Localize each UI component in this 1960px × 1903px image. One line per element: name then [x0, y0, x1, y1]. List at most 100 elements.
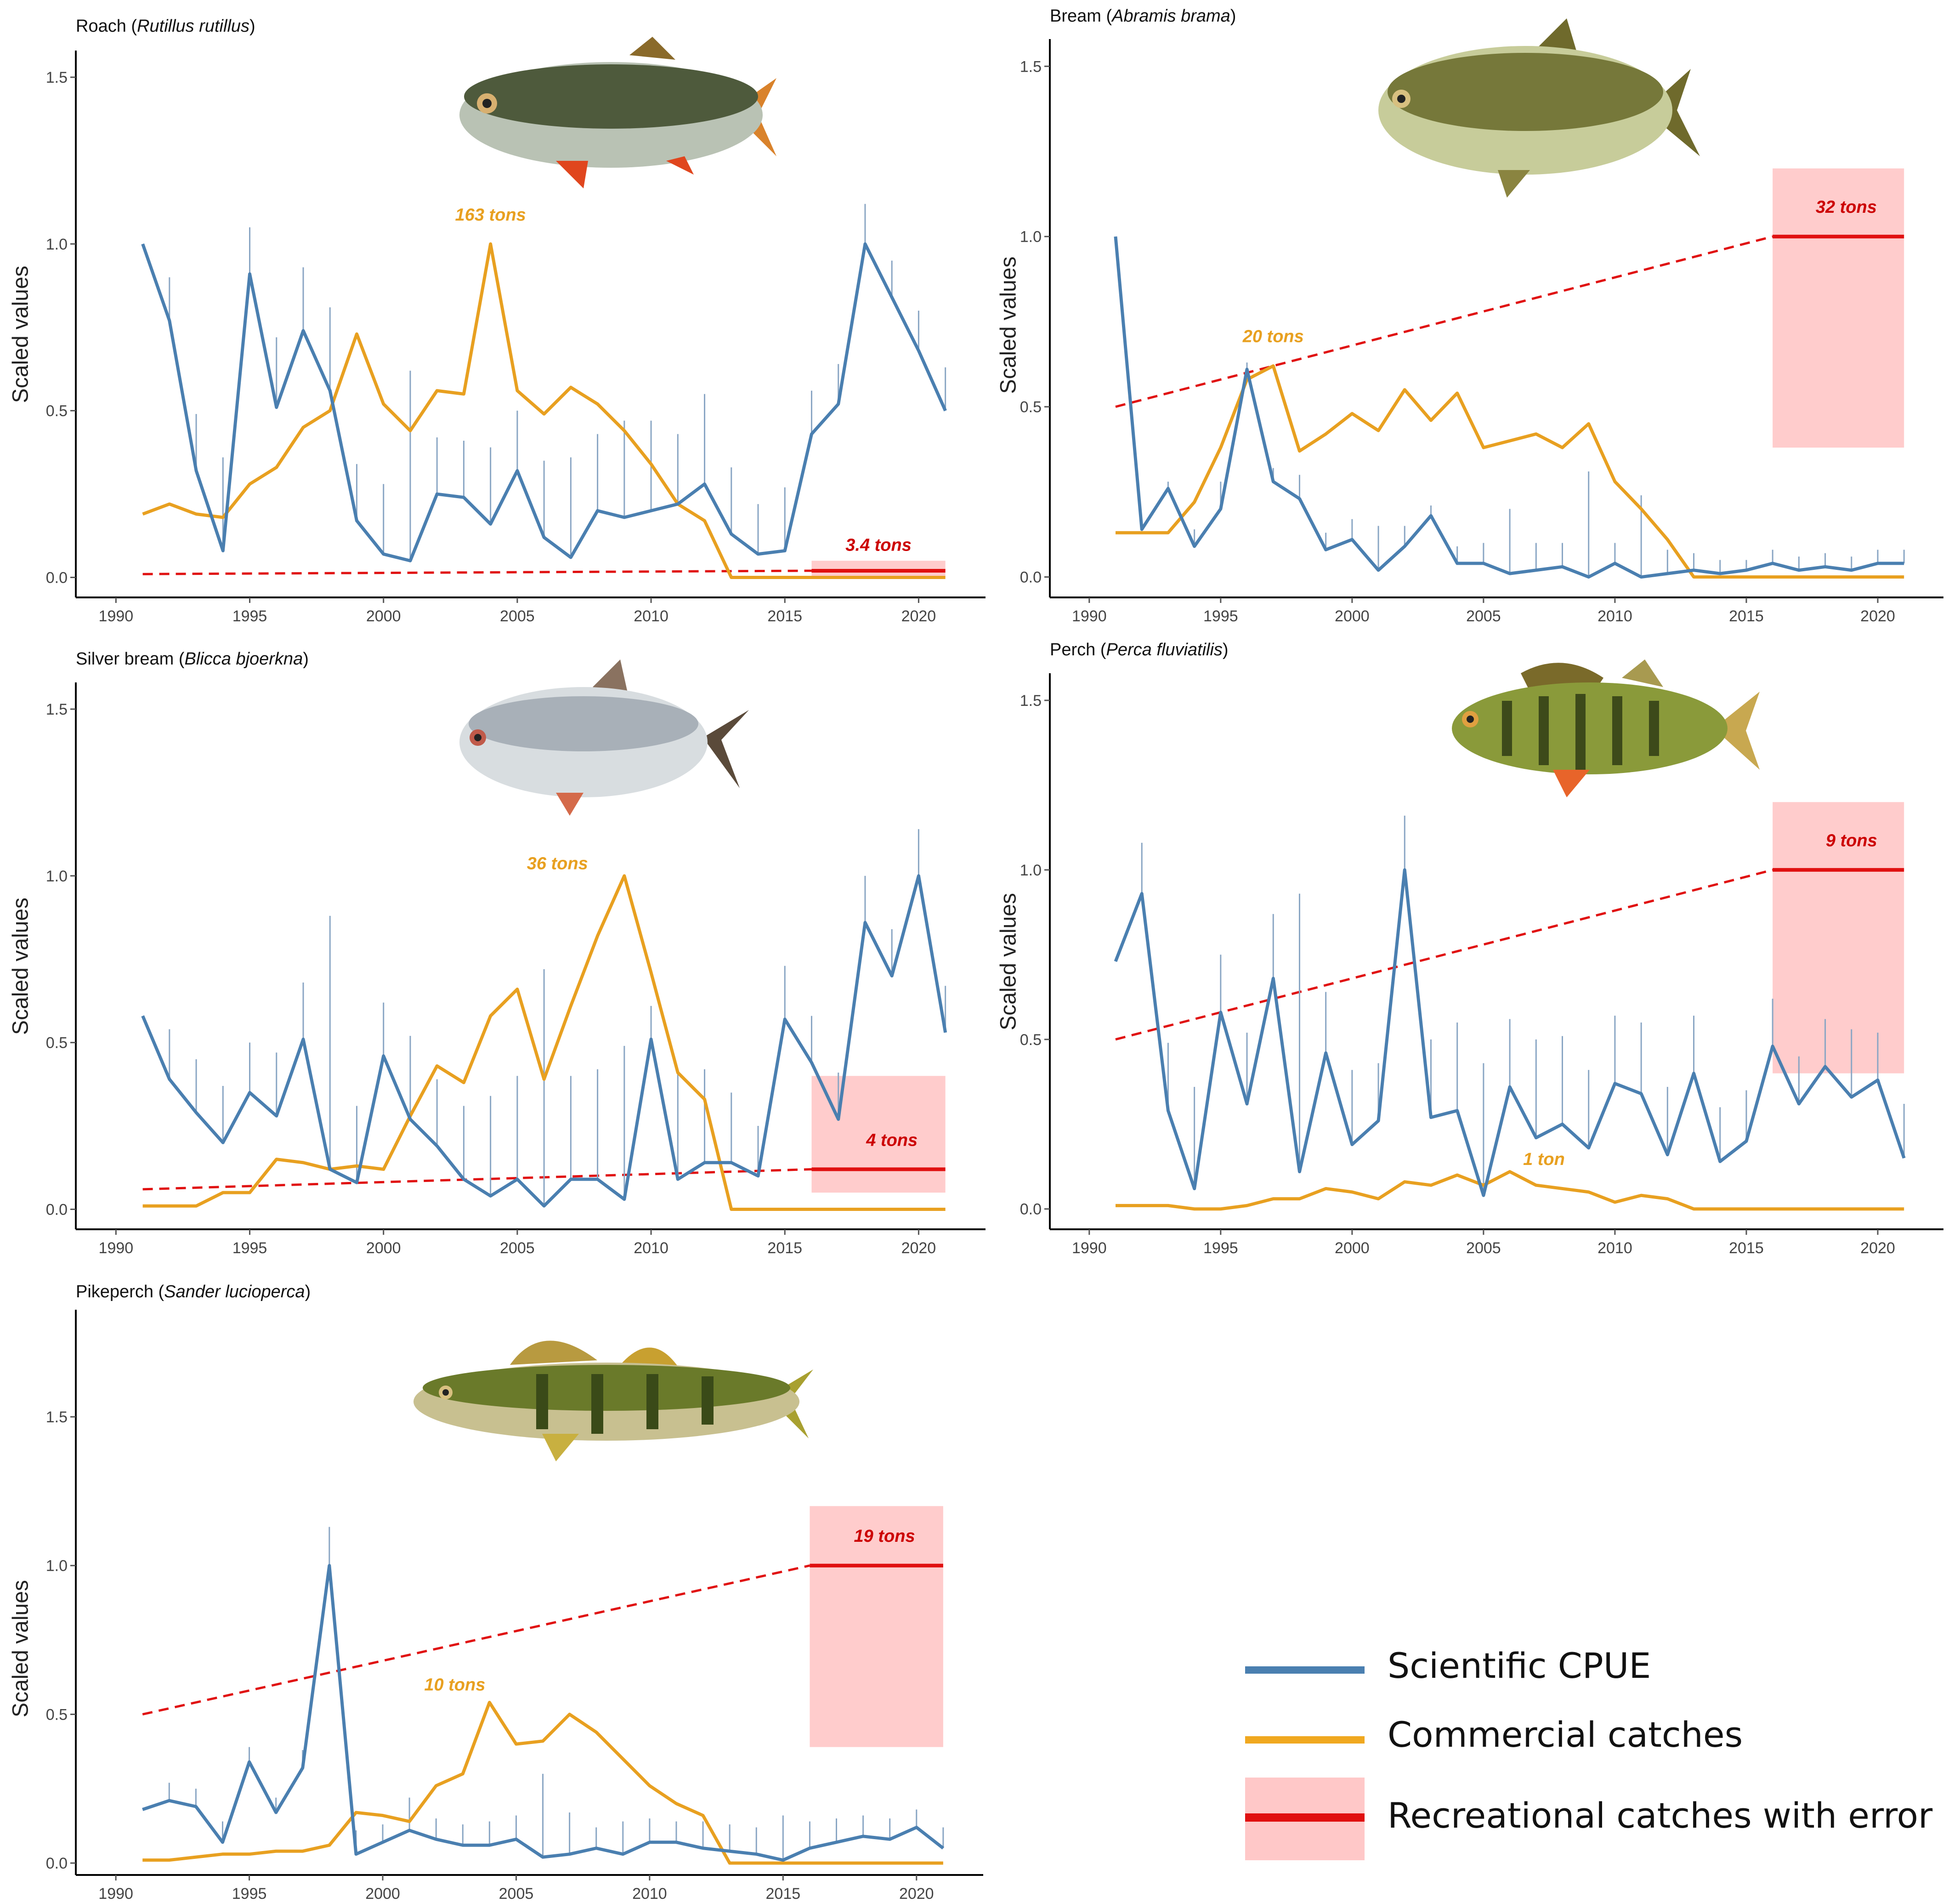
- annotation-recreational: 19 tons: [854, 1527, 915, 1546]
- legend-key-recreational-line: [1245, 1813, 1365, 1822]
- annotation-commercial: 163 tons: [455, 205, 526, 225]
- scientific-name: Perca fluviatilis: [1106, 640, 1223, 659]
- x-tick-label: 2020: [901, 1239, 936, 1257]
- common-name: Roach: [76, 17, 126, 36]
- panel-pikeperch: Pikeperch (Sander lucioperca) Scaled val…: [0, 1268, 992, 1903]
- x-tick-label: 2020: [1860, 1239, 1895, 1257]
- recreational-trend-line: [1115, 869, 1773, 1041]
- x-tick-label: 2000: [1335, 608, 1370, 625]
- y-tick-label: 1.0: [46, 236, 68, 253]
- plot-area: 0.0 0.5 1.0 1.5 1990 1995 2000 2005 2010 2015 2020…: [46, 51, 986, 625]
- x-tick-label: 2020: [901, 608, 936, 625]
- pikeperch-illustration: [414, 1341, 813, 1461]
- x-tick-label: 1995: [232, 608, 267, 625]
- x-tick-label: 1995: [232, 1239, 267, 1257]
- x-tick-label: 1990: [1072, 608, 1107, 625]
- scientific-name: Rutillus rutillus: [137, 17, 250, 36]
- common-name: Perch: [1050, 640, 1096, 659]
- x-tick-label: 1990: [98, 1885, 133, 1903]
- legend-label: Recreational catches with error: [1388, 1795, 1933, 1836]
- recreational-error-band: [1773, 168, 1904, 448]
- recreational-trend-line: [1115, 235, 1773, 408]
- x-tick-label: 2005: [1466, 1239, 1501, 1257]
- x-tick-label: 1990: [1072, 1239, 1107, 1257]
- commercial-catches-line: [1116, 364, 1904, 579]
- common-name: Silver bream: [76, 649, 174, 669]
- annotation-commercial: 1 ton: [1523, 1150, 1565, 1169]
- y-tick-label: 0.0: [46, 569, 68, 586]
- x-tick-label: 2000: [365, 1885, 400, 1903]
- annotation-recreational: 4 tons: [866, 1131, 918, 1150]
- legend-item-commercial: Commercial catches: [1241, 1705, 1884, 1774]
- panel-silver-bream: Silver bream (Blicca bjoerkna) Scaled va…: [0, 636, 992, 1257]
- annotation-recreational: 32 tons: [1816, 198, 1877, 217]
- scientific-cpue-line: [142, 1564, 945, 1862]
- panel-roach: Roach (Rutillus rutillus) Scaled values …: [0, 0, 992, 630]
- plot-area: 0.0 0.5 1.0 1.5 1990 1995 2000 2005 2010 2015 2020…: [46, 682, 986, 1257]
- scientific-name: Blicca bjoerkna: [184, 649, 303, 669]
- scientific-name: Abramis brama: [1112, 6, 1230, 26]
- recreational-error-band: [811, 1076, 946, 1193]
- scientific-cpue-line: [141, 242, 947, 562]
- y-tick-label: 1.5: [1020, 58, 1042, 75]
- plot-area: 0.0 0.5 1.0 1.5 1990 1995 2000 2005 2010 2015 2020…: [1020, 39, 1943, 625]
- recreational-trend-line: [142, 1564, 810, 1716]
- scientific-cpue-line: [141, 874, 947, 1208]
- recreational-error-band: [1773, 802, 1904, 1074]
- bream-illustration: [1378, 18, 1700, 198]
- y-tick-label: 0.0: [1020, 569, 1042, 586]
- scientific-name: Sander lucioperca: [164, 1282, 305, 1301]
- y-tick-label: 1.5: [46, 1409, 68, 1426]
- panel-title: Perch (Perca fluviatilis): [1050, 640, 1229, 659]
- annotation-commercial: 36 tons: [527, 854, 588, 873]
- y-tick-label: 0.0: [46, 1201, 68, 1218]
- annotation-commercial: 20 tons: [1242, 327, 1304, 346]
- perch-illustration: [1452, 659, 1760, 797]
- y-tick-label: 1.5: [1020, 692, 1042, 710]
- x-tick-label: 2010: [1597, 1239, 1632, 1257]
- annotation-commercial: 10 tons: [424, 1676, 485, 1695]
- y-tick-label: 1.0: [1020, 228, 1042, 246]
- x-tick-label: 2015: [1729, 1239, 1764, 1257]
- scientific-cpue-line: [1114, 236, 1904, 579]
- panel-title: Roach (Rutillus rutillus): [76, 17, 255, 36]
- plot-area: 0.0 0.5 1.0 1.5 1990 1995 2000 2005 2010 2015 2020…: [46, 1310, 983, 1903]
- x-tick-label: 2020: [899, 1885, 934, 1903]
- annotation-recreational: 3.4 tons: [845, 535, 912, 555]
- recreational-trend-line: [142, 1168, 812, 1191]
- legend-item-cpue: Scientific CPUE: [1241, 1636, 1884, 1705]
- x-tick-label: 1990: [99, 608, 134, 625]
- x-tick-label: 2015: [1729, 608, 1764, 625]
- y-tick-label: 0.5: [46, 403, 68, 420]
- x-tick-label: 2000: [1335, 1239, 1370, 1257]
- legend-label: Scientific CPUE: [1388, 1645, 1651, 1686]
- scientific-cpue-line: [1114, 868, 1906, 1197]
- y-tick-label: 1.0: [1020, 862, 1042, 879]
- commercial-catches-line: [142, 874, 946, 1211]
- commercial-catches-line: [1116, 1170, 1904, 1211]
- legend-item-recreational: Recreational catches with error: [1241, 1774, 1932, 1866]
- common-name: Bream: [1050, 6, 1101, 26]
- y-tick-label: 0.5: [1020, 398, 1042, 416]
- x-tick-label: 2010: [634, 608, 668, 625]
- x-tick-label: 1995: [1203, 608, 1238, 625]
- y-tick-label: 0.5: [46, 1706, 68, 1723]
- legend-key-cpue: [1245, 1666, 1365, 1674]
- y-tick-label: 1.0: [46, 868, 68, 885]
- panel-title: Silver bream (Blicca bjoerkna): [76, 649, 309, 669]
- commercial-catches-line: [142, 242, 946, 579]
- x-tick-label: 1990: [99, 1239, 134, 1257]
- y-tick-label: 1.0: [46, 1557, 68, 1575]
- x-tick-label: 2020: [1860, 608, 1895, 625]
- roach-illustration: [459, 37, 776, 188]
- x-tick-label: 1995: [1203, 1239, 1238, 1257]
- common-name: Pikeperch: [76, 1282, 153, 1301]
- x-tick-label: 2005: [500, 1239, 535, 1257]
- x-tick-label: 1995: [232, 1885, 267, 1903]
- y-tick-label: 1.5: [46, 69, 68, 86]
- panel-title: Pikeperch (Sander lucioperca): [76, 1282, 311, 1301]
- x-tick-label: 2015: [767, 1239, 802, 1257]
- panel-title: Bream (Abramis brama): [1050, 6, 1236, 26]
- commercial-catches-line: [142, 1701, 943, 1865]
